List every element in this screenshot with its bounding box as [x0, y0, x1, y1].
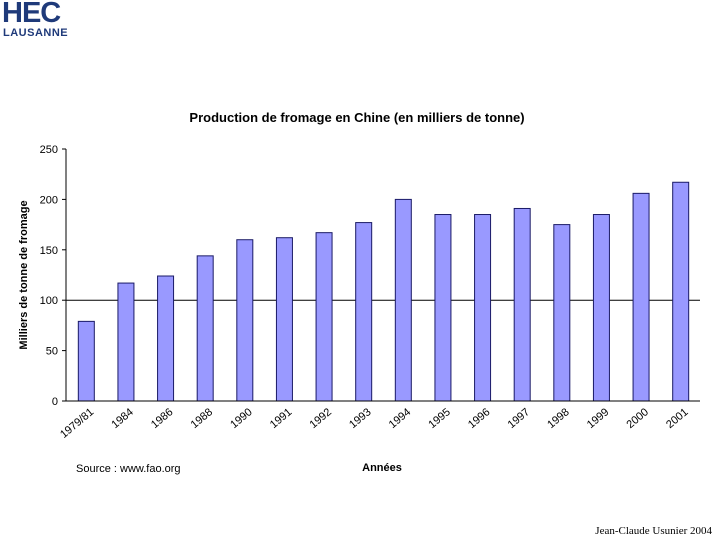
x-tick-label: 1991: [268, 406, 294, 431]
y-tick-label: 0: [52, 396, 58, 408]
y-tick-label: 250: [40, 144, 58, 156]
logo-sub-text: LAUSANNE: [3, 27, 69, 39]
bar-1999: [592, 214, 610, 402]
bar-1994: [394, 198, 412, 402]
y-tick-label: 150: [40, 245, 58, 257]
y-tick-label: 100: [40, 295, 58, 307]
bar-1997: [513, 207, 531, 402]
bars-layer: [77, 181, 690, 402]
chart-title: Production de fromage en Chine (en milli…: [189, 110, 524, 125]
bar-1988: [196, 255, 214, 402]
x-tick-label: 1998: [545, 406, 571, 431]
bar-1998: [553, 224, 571, 402]
x-tick-label: 1992: [308, 406, 334, 431]
author-credit: Jean-Claude Usunier 2004: [595, 525, 712, 537]
bar-1996: [474, 214, 492, 402]
y-tick-label: 200: [40, 194, 58, 206]
bar-1992: [315, 232, 333, 402]
logo-main-text: HEC: [2, 0, 61, 29]
hec-logo: HEC LAUSANNE: [2, 0, 72, 42]
x-tick-label: 1986: [149, 406, 175, 431]
source-note: Source : www.fao.org: [76, 463, 181, 475]
x-tick-label: 1996: [466, 406, 492, 431]
x-tick-label: 2001: [664, 406, 690, 431]
x-tick-label: 1999: [585, 406, 611, 431]
x-tick-label: 1990: [228, 406, 254, 431]
bar-1991: [275, 237, 293, 402]
bar-2001: [672, 181, 690, 402]
x-tick-label: 1979/81: [58, 406, 96, 441]
bar-1979-81: [77, 320, 95, 402]
x-tick-label: 2000: [625, 406, 651, 431]
x-tick-label: 1997: [506, 406, 532, 431]
y-tick-label: 50: [46, 346, 58, 358]
bar-1990: [236, 239, 254, 402]
y-axis-label: Milliers de tonne de fromage: [18, 200, 30, 349]
bar-1993: [355, 222, 373, 402]
x-tick-label: 1995: [426, 406, 452, 431]
bar-1986: [157, 275, 175, 402]
bar-1984: [117, 282, 135, 402]
x-tick-label: 1988: [189, 406, 215, 431]
x-axis-label: Années: [362, 462, 402, 474]
x-tick-label: 1993: [347, 406, 373, 431]
bar-2000: [632, 192, 650, 402]
x-tick-label: 1994: [387, 406, 413, 431]
bar-1995: [434, 214, 452, 402]
x-tick-label: 1984: [109, 406, 135, 431]
